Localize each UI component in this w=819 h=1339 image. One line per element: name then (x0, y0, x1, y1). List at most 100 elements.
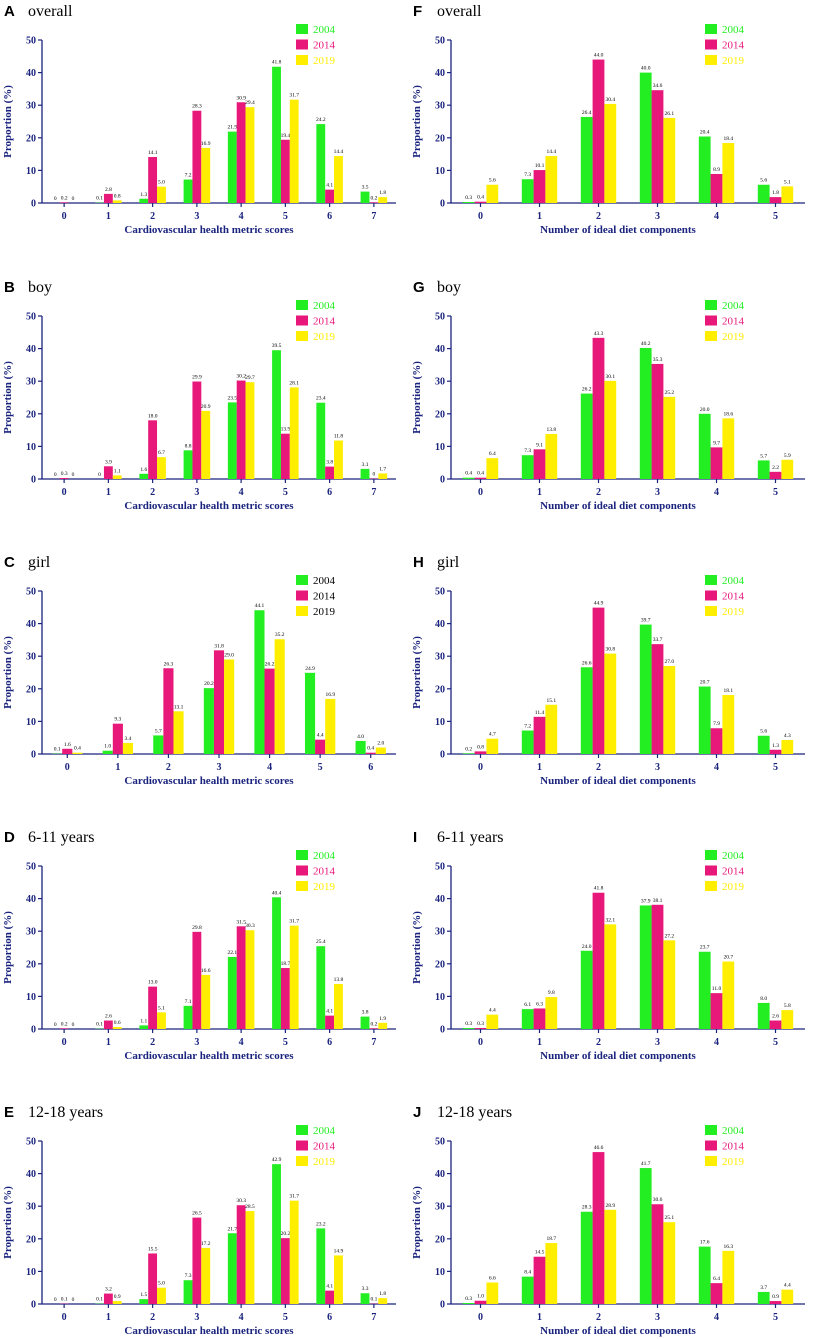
y-tick-label: 10 (435, 166, 445, 177)
y-tick-label: 20 (435, 684, 445, 695)
bar-value-label: 44.1 (255, 603, 265, 609)
panel-title: overall (28, 3, 73, 20)
legend-label-2014: 2014 (313, 866, 336, 878)
bar-2019 (334, 440, 343, 479)
bar-value-label: 0.2 (61, 195, 68, 201)
bar-2014 (280, 1238, 290, 1304)
bar-2019 (604, 924, 617, 1029)
bar-value-label: 31.7 (289, 919, 299, 925)
y-tick-label: 0 (31, 1025, 36, 1036)
bar-2004 (272, 1164, 281, 1304)
y-tick-label: 50 (26, 312, 36, 323)
y-tick-label: 10 (26, 717, 36, 728)
y-tick-label: 0 (31, 199, 36, 210)
y-tick-label: 50 (435, 36, 445, 47)
bar-2014 (148, 1253, 158, 1304)
x-tick-label: 4 (239, 211, 244, 222)
x-tick-label: 2 (150, 211, 155, 222)
x-tick-label: 5 (773, 487, 778, 498)
bar-value-label: 1.9 (379, 1016, 386, 1022)
bar-value-label: 1.8 (379, 1291, 386, 1297)
legend-swatch-2019 (705, 881, 717, 891)
bar-2004 (521, 1276, 534, 1304)
y-tick-label: 10 (26, 442, 36, 453)
bar-2019 (604, 1209, 617, 1304)
y-tick-label: 40 (435, 344, 445, 355)
bar-2014 (163, 668, 174, 754)
bar-2014 (59, 1028, 69, 1029)
legend-swatch-2004 (296, 575, 308, 585)
bar-value-label: 14.9 (334, 1248, 344, 1254)
x-tick-label: 0 (62, 1037, 67, 1048)
y-axis-label: Proportion (%) (2, 85, 14, 158)
legend-swatch-2004 (705, 300, 717, 310)
x-tick-label: 6 (327, 211, 332, 222)
x-tick-label: 6 (327, 1037, 332, 1048)
bar-value-label: 0.3 (465, 1021, 472, 1027)
bar-2014 (325, 189, 335, 203)
bar-value-label: 2.6 (105, 1014, 112, 1020)
y-tick-label: 30 (435, 101, 445, 112)
legend-label-2004: 2004 (313, 850, 336, 862)
y-tick-label: 50 (26, 1137, 36, 1148)
x-tick-label: 1 (106, 1312, 111, 1323)
bar-2019 (334, 1255, 343, 1304)
legend-swatch-2004 (296, 850, 308, 860)
x-tick-label: 6 (368, 762, 373, 773)
bar-2004 (183, 179, 193, 203)
bar-value-label: 30.1 (605, 374, 615, 380)
x-tick-label: 4 (714, 487, 719, 498)
bar-2014 (651, 90, 664, 203)
bar-2014 (474, 201, 487, 203)
x-tick-label: 3 (655, 762, 660, 773)
bar-value-label: 26.2 (265, 662, 275, 668)
bar-2004 (183, 1280, 193, 1304)
bar-value-label: 26.6 (582, 660, 592, 666)
bar-2019 (378, 473, 388, 479)
bar-value-label: 7.3 (524, 448, 531, 454)
bar-value-label: 16.9 (201, 141, 211, 147)
x-tick-label: 3 (655, 487, 660, 498)
bar-2019 (722, 961, 735, 1029)
panel-letter: A (4, 3, 15, 20)
y-tick-label: 10 (26, 992, 36, 1003)
bar-2004 (227, 131, 237, 203)
panel-title: overall (437, 3, 482, 20)
bar-2014 (533, 449, 546, 479)
bar-value-label: 4.4 (489, 1008, 496, 1014)
bar-value-label: 9.8 (548, 990, 555, 996)
bar-2014 (369, 202, 379, 203)
x-tick-label: 5 (318, 762, 323, 773)
bar-value-label: 39.5 (272, 343, 282, 349)
x-tick-label: 4 (267, 762, 272, 773)
x-tick-label: 3 (217, 762, 222, 773)
bar-2004 (757, 1002, 770, 1029)
x-tick-label: 3 (655, 1037, 660, 1048)
bar-2019 (334, 156, 343, 203)
legend-swatch-2004 (705, 575, 717, 585)
y-axis-label: Proportion (%) (2, 361, 14, 434)
bar-2004 (521, 455, 534, 479)
x-tick-label: 6 (327, 487, 332, 498)
bar-value-label: 1.1 (114, 468, 121, 474)
y-tick-label: 50 (26, 36, 36, 47)
bar-value-label: 10.1 (535, 163, 545, 169)
bar-2014 (533, 1008, 546, 1029)
legend-swatch-2014 (705, 1140, 717, 1151)
bar-value-label: 5.0 (158, 1281, 165, 1287)
bar-value-label: 30.3 (245, 923, 255, 929)
x-tick-label: 7 (371, 487, 376, 498)
bar-2004 (355, 740, 366, 754)
legend-swatch-2004 (296, 300, 308, 310)
bar-2019 (245, 107, 255, 203)
bar-value-label: 0.9 (114, 1294, 121, 1300)
bar-2014 (769, 471, 782, 479)
bar-value-label: 0.4 (74, 746, 81, 752)
y-tick-label: 10 (26, 166, 36, 177)
x-tick-label: 0 (62, 1312, 67, 1323)
panel-title: 6-11 years (437, 829, 504, 846)
bar-2014 (769, 1301, 782, 1304)
bar-value-label: 35.3 (653, 357, 663, 363)
bar-2004 (698, 413, 711, 479)
y-tick-label: 50 (26, 862, 36, 873)
